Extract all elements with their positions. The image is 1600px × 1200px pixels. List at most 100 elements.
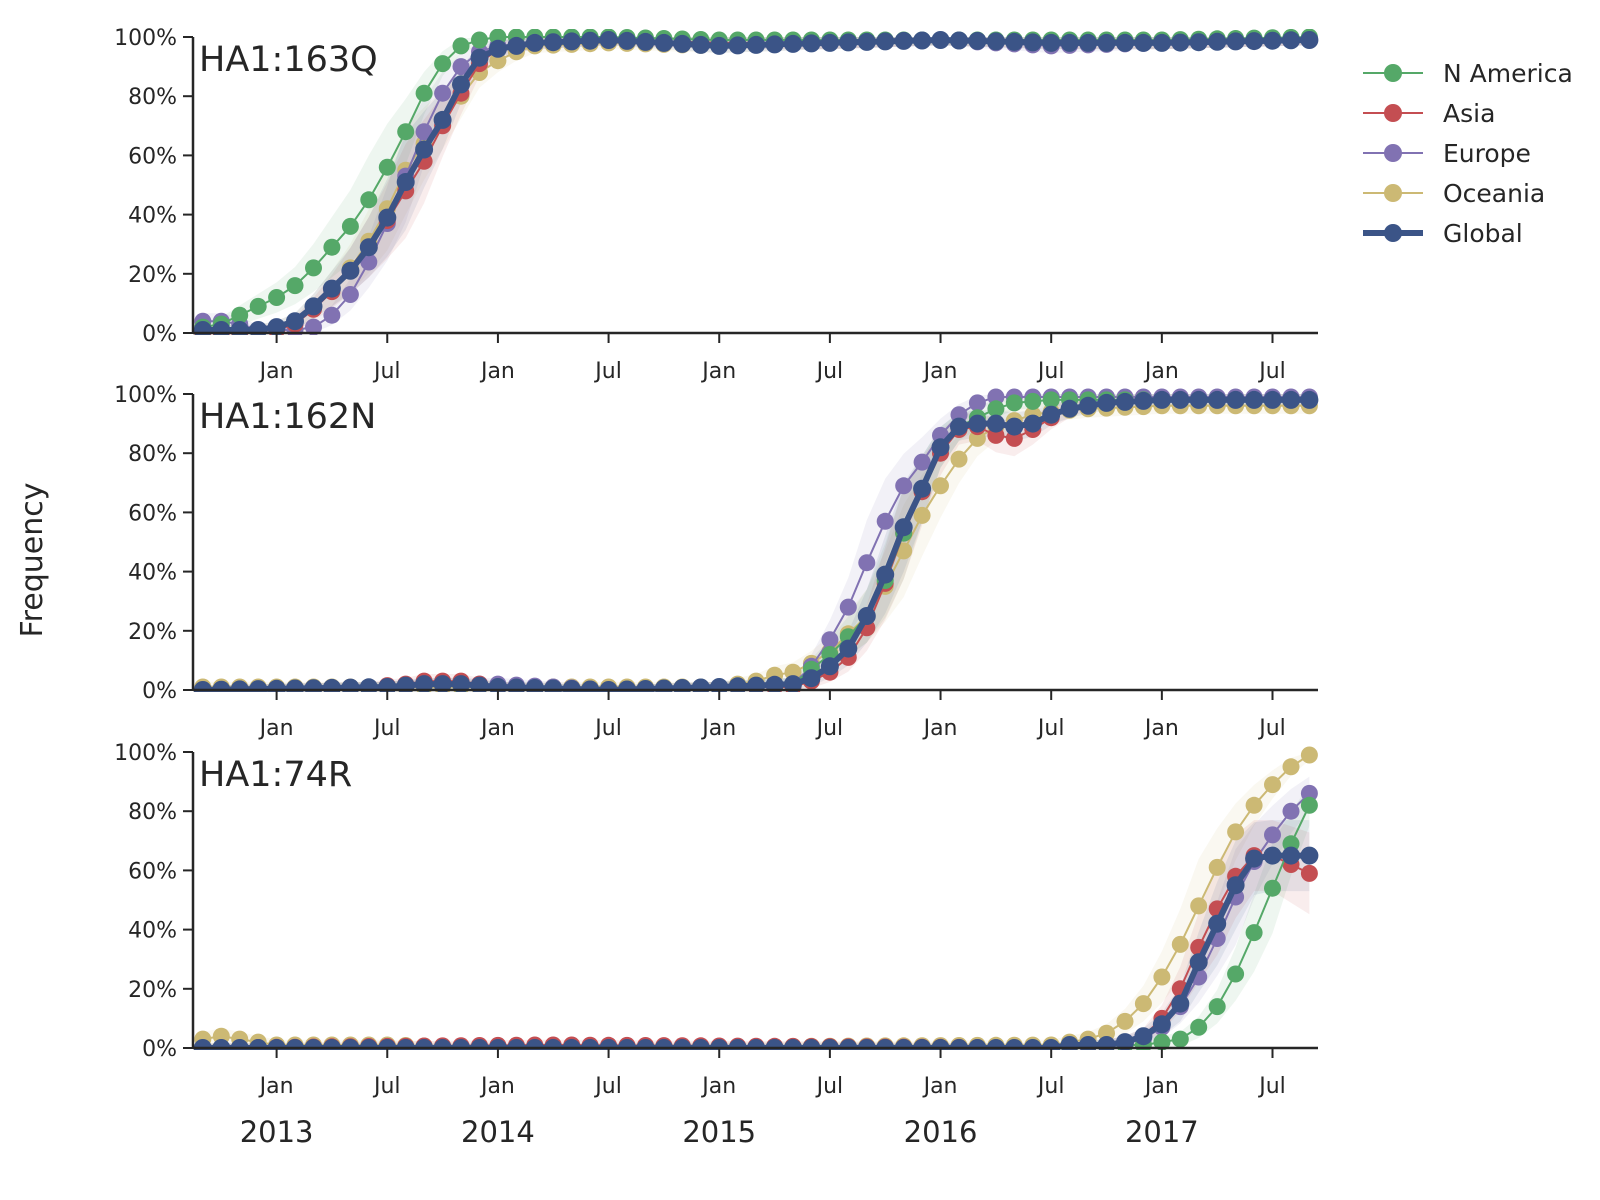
point-europe	[305, 318, 322, 335]
point-global	[894, 31, 913, 50]
point-global	[304, 679, 323, 692]
point-global	[839, 33, 858, 52]
line-global	[202, 396, 1310, 692]
point-asia	[1300, 864, 1318, 882]
point-global	[378, 678, 397, 692]
panel-2: 0% 20% 40% 60% 80% 100% Jan Jul Jan Jul Jan Jul Jan J…	[114, 383, 1319, 741]
y-tick-label: 40%	[128, 561, 177, 586]
point-global	[1226, 32, 1245, 51]
x-tick-label: Jul	[815, 359, 844, 384]
point-oceania	[950, 450, 968, 468]
point-global	[1208, 390, 1227, 409]
point-global	[1060, 33, 1079, 52]
point-oceania	[1153, 968, 1171, 986]
point-global	[1116, 33, 1134, 52]
point-n-america	[1264, 879, 1281, 897]
y-tick-label: 80%	[128, 85, 177, 110]
point-n-america	[1190, 1018, 1208, 1036]
x-tick-label: Jan	[479, 1074, 515, 1099]
legend-item-oceania: Oceania	[1363, 179, 1545, 208]
series-oceania	[194, 397, 1318, 692]
point-global	[249, 321, 268, 335]
point-global	[1282, 846, 1300, 865]
point-global	[1042, 405, 1061, 424]
x-tick-label: Jan	[1143, 1074, 1179, 1099]
point-global	[765, 675, 784, 692]
point-global	[1152, 1015, 1171, 1034]
point-global	[820, 33, 839, 52]
point-europe	[341, 286, 359, 303]
point-global	[857, 32, 876, 51]
year-label: 2016	[904, 1115, 978, 1149]
year-labels: 2013 2014 2015 2016 2017	[240, 1115, 1199, 1149]
point-global	[322, 279, 341, 298]
y-tick-label: 80%	[128, 442, 177, 467]
y-tick-label: 80%	[128, 800, 177, 825]
line-europe	[202, 396, 1310, 691]
point-europe	[1300, 784, 1318, 802]
legend-label: Global	[1443, 219, 1523, 248]
legend-item-asia: Asia	[1363, 99, 1495, 128]
point-oceania	[1134, 995, 1152, 1013]
point-global	[1189, 33, 1208, 52]
point-global	[654, 679, 673, 692]
legend-label: N America	[1443, 59, 1573, 88]
series-n-america	[194, 391, 1318, 692]
series-asia	[194, 391, 1318, 692]
legend: N America Asia Europe Oceania Global	[1363, 59, 1573, 248]
x-tick-label: Jan	[700, 1074, 736, 1099]
year-label: 2014	[461, 1115, 535, 1149]
point-global	[673, 34, 692, 53]
point-global	[636, 32, 655, 51]
point-global	[802, 34, 821, 53]
band-n-america	[202, 37, 1310, 333]
x-tick-label: Jul	[372, 1074, 401, 1099]
band-global	[202, 394, 1310, 690]
point-europe	[434, 84, 452, 102]
point-global	[691, 678, 710, 692]
y-axis-label: Frequency	[15, 483, 50, 638]
point-global	[784, 34, 802, 53]
point-n-america	[231, 306, 249, 324]
panel-title: HA1:74R	[199, 755, 352, 795]
point-global	[396, 173, 415, 191]
y-tick-label: 20%	[128, 263, 177, 288]
x-tick-label: Jul	[593, 716, 622, 741]
point-global	[1134, 391, 1153, 410]
point-global	[1208, 32, 1227, 51]
point-global	[654, 33, 673, 52]
x-tick-label: Jul	[593, 359, 622, 384]
point-global	[1060, 1036, 1079, 1050]
x-tick-label: Jul	[1036, 1074, 1065, 1099]
line-asia	[202, 398, 1310, 691]
x-tick-label: Jan	[922, 359, 958, 384]
point-global	[378, 208, 397, 227]
year-label: 2013	[240, 1115, 314, 1149]
x-tick-label: Jan	[258, 716, 294, 741]
line-n-america	[202, 398, 1310, 691]
point-global	[747, 676, 766, 692]
point-global	[1171, 390, 1190, 409]
y-tick-label: 40%	[128, 919, 177, 944]
y-tick-label: 100%	[114, 741, 177, 766]
point-global	[341, 261, 360, 280]
point-oceania	[968, 429, 986, 447]
point-europe	[821, 631, 839, 649]
x-tick-label: Jul	[1036, 716, 1065, 741]
point-europe	[415, 123, 433, 141]
x-tick-label: Jul	[1036, 359, 1065, 384]
x-tick-label: Jan	[479, 716, 515, 741]
point-global	[1023, 33, 1042, 52]
point-n-america	[471, 31, 488, 49]
legend-item-n-america: N America	[1363, 59, 1573, 88]
chart-panels: 0% 20% 40% 60% 80% 100% Jan Jul Jan Jul Jan Jul Jan J…	[114, 26, 1319, 1149]
point-n-america	[1005, 394, 1023, 412]
point-n-america	[268, 289, 286, 306]
y-tick-label: 20%	[128, 620, 177, 645]
point-global	[728, 677, 747, 692]
point-global	[876, 565, 895, 584]
series-europe	[194, 784, 1318, 1050]
point-global	[1300, 846, 1319, 865]
point-europe	[1264, 826, 1281, 844]
